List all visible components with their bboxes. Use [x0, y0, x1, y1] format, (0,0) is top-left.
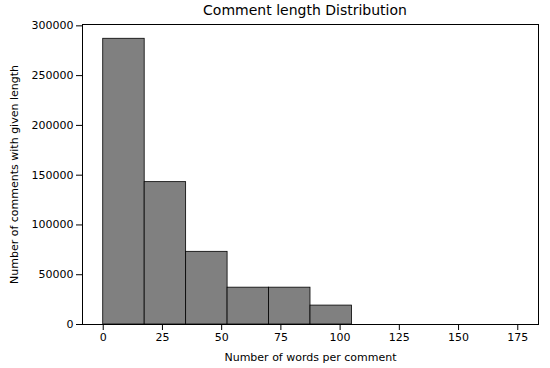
svg-text:0: 0	[100, 331, 107, 344]
svg-text:125: 125	[389, 331, 410, 344]
html-text:Comment length Distribution: Comment length Distribution	[203, 2, 407, 18]
svg-text:Number of comments with given: Number of comments with given length	[8, 65, 21, 284]
svg-text:150: 150	[448, 331, 469, 344]
svg-text:0: 0	[67, 318, 74, 331]
svg-text:300000: 300000	[32, 20, 74, 32]
svg-text:50000: 50000	[39, 268, 74, 281]
svg-text:250000: 250000	[32, 69, 74, 82]
svg-text:75: 75	[274, 331, 288, 344]
svg-text:150000: 150000	[32, 169, 74, 182]
svg-text:Number of words per comment: Number of words per comment	[224, 351, 397, 364]
svg-text:25: 25	[155, 331, 169, 344]
svg-text:175: 175	[507, 331, 528, 344]
svg-text:200000: 200000	[32, 119, 74, 132]
svg-text:50: 50	[215, 331, 229, 344]
svg-text:100: 100	[330, 331, 351, 344]
svg-text:100000: 100000	[32, 218, 74, 231]
